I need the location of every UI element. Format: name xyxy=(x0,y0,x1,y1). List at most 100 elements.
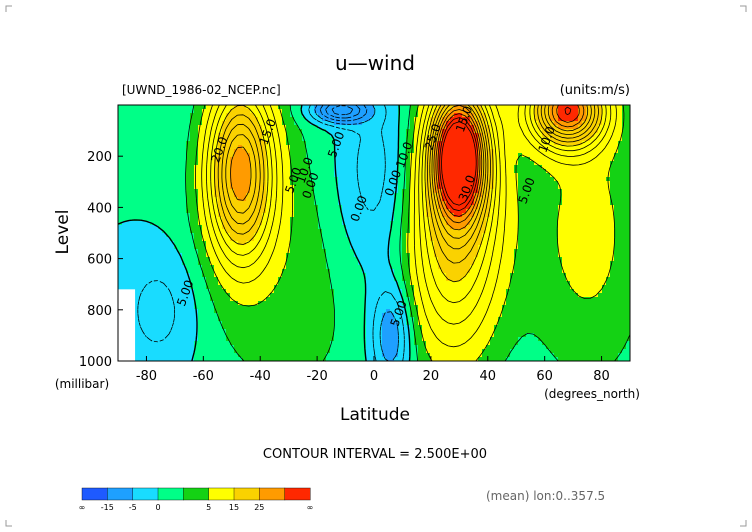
field-cell xyxy=(290,225,295,230)
field-cell xyxy=(294,113,299,118)
field-cell xyxy=(382,105,387,110)
field-cell xyxy=(422,241,427,246)
field-cell xyxy=(214,249,219,254)
field-cell xyxy=(358,181,363,186)
field-cell xyxy=(374,121,379,126)
field-cell xyxy=(222,165,227,170)
field-cell xyxy=(118,185,123,190)
field-cell xyxy=(434,125,439,130)
field-cell xyxy=(494,141,499,146)
field-cell xyxy=(158,117,163,122)
field-cell xyxy=(270,189,275,194)
field-cell xyxy=(618,169,623,174)
field-cell xyxy=(206,241,211,246)
field-cell xyxy=(522,173,527,178)
field-cell xyxy=(494,245,499,250)
field-cell xyxy=(206,221,211,226)
field-cell xyxy=(418,205,423,210)
field-cell xyxy=(354,141,359,146)
field-cell xyxy=(550,217,555,222)
field-cell xyxy=(214,161,219,166)
field-cell xyxy=(618,217,623,222)
field-cell xyxy=(558,209,563,214)
field-cell xyxy=(262,249,267,254)
field-cell xyxy=(326,217,331,222)
field-cell xyxy=(298,165,303,170)
field-cell xyxy=(510,229,515,234)
field-cell xyxy=(562,105,567,110)
field-cell xyxy=(134,173,139,178)
field-cell xyxy=(194,233,199,238)
field-cell xyxy=(398,133,403,138)
field-cell xyxy=(626,125,630,130)
field-cell xyxy=(198,237,203,242)
field-cell xyxy=(406,141,411,146)
field-cell xyxy=(146,221,151,226)
field-cell xyxy=(558,253,563,258)
field-cell xyxy=(574,193,579,198)
field-cell xyxy=(150,137,155,142)
field-cell xyxy=(370,109,375,114)
field-cell xyxy=(262,241,267,246)
field-cell xyxy=(362,241,367,246)
field-cell xyxy=(530,209,535,214)
field-cell xyxy=(374,185,379,190)
field-cell xyxy=(442,221,447,226)
field-cell xyxy=(118,157,123,162)
field-cell xyxy=(310,233,315,238)
field-cell xyxy=(438,165,443,170)
field-cell xyxy=(562,161,567,166)
field-cell xyxy=(342,121,347,126)
field-cell xyxy=(238,197,243,202)
field-cell xyxy=(234,173,239,178)
field-cell xyxy=(622,189,627,194)
field-cell xyxy=(458,117,463,122)
field-cell xyxy=(242,189,247,194)
field-cell xyxy=(186,113,191,118)
field-cell xyxy=(370,205,375,210)
field-cell xyxy=(378,125,383,130)
field-cell xyxy=(482,121,487,126)
field-cell xyxy=(298,169,303,174)
field-cell xyxy=(254,257,259,262)
field-cell xyxy=(226,197,231,202)
field-cell xyxy=(626,105,630,110)
field-cell xyxy=(602,249,607,254)
field-cell xyxy=(430,257,435,262)
field-cell xyxy=(438,157,443,162)
field-cell xyxy=(410,169,415,174)
field-cell xyxy=(490,113,495,118)
field-cell xyxy=(366,161,371,166)
field-cell xyxy=(166,129,171,134)
field-cell xyxy=(470,149,475,154)
field-cell xyxy=(610,125,615,130)
field-cell xyxy=(442,241,447,246)
field-cell xyxy=(530,213,535,218)
field-cell xyxy=(486,129,491,134)
field-cell xyxy=(346,245,351,250)
field-cell xyxy=(434,201,439,206)
field-cell xyxy=(606,165,611,170)
field-cell xyxy=(462,245,467,250)
field-cell xyxy=(398,201,403,206)
field-cell xyxy=(458,209,463,214)
field-cell xyxy=(450,225,455,230)
field-cell xyxy=(282,165,287,170)
field-cell xyxy=(366,137,371,142)
field-cell xyxy=(542,157,547,162)
field-cell xyxy=(126,113,131,118)
field-cell xyxy=(350,133,355,138)
field-cell xyxy=(166,221,171,226)
field-cell xyxy=(390,121,395,126)
field-cell xyxy=(494,237,499,242)
field-cell xyxy=(278,157,283,162)
field-cell xyxy=(482,153,487,158)
field-cell xyxy=(474,217,479,222)
field-cell xyxy=(626,185,630,190)
field-cell xyxy=(218,153,223,158)
field-cell xyxy=(366,189,371,194)
field-cell xyxy=(558,189,563,194)
field-cell xyxy=(262,185,267,190)
field-cell xyxy=(278,209,283,214)
field-cell xyxy=(146,217,151,222)
